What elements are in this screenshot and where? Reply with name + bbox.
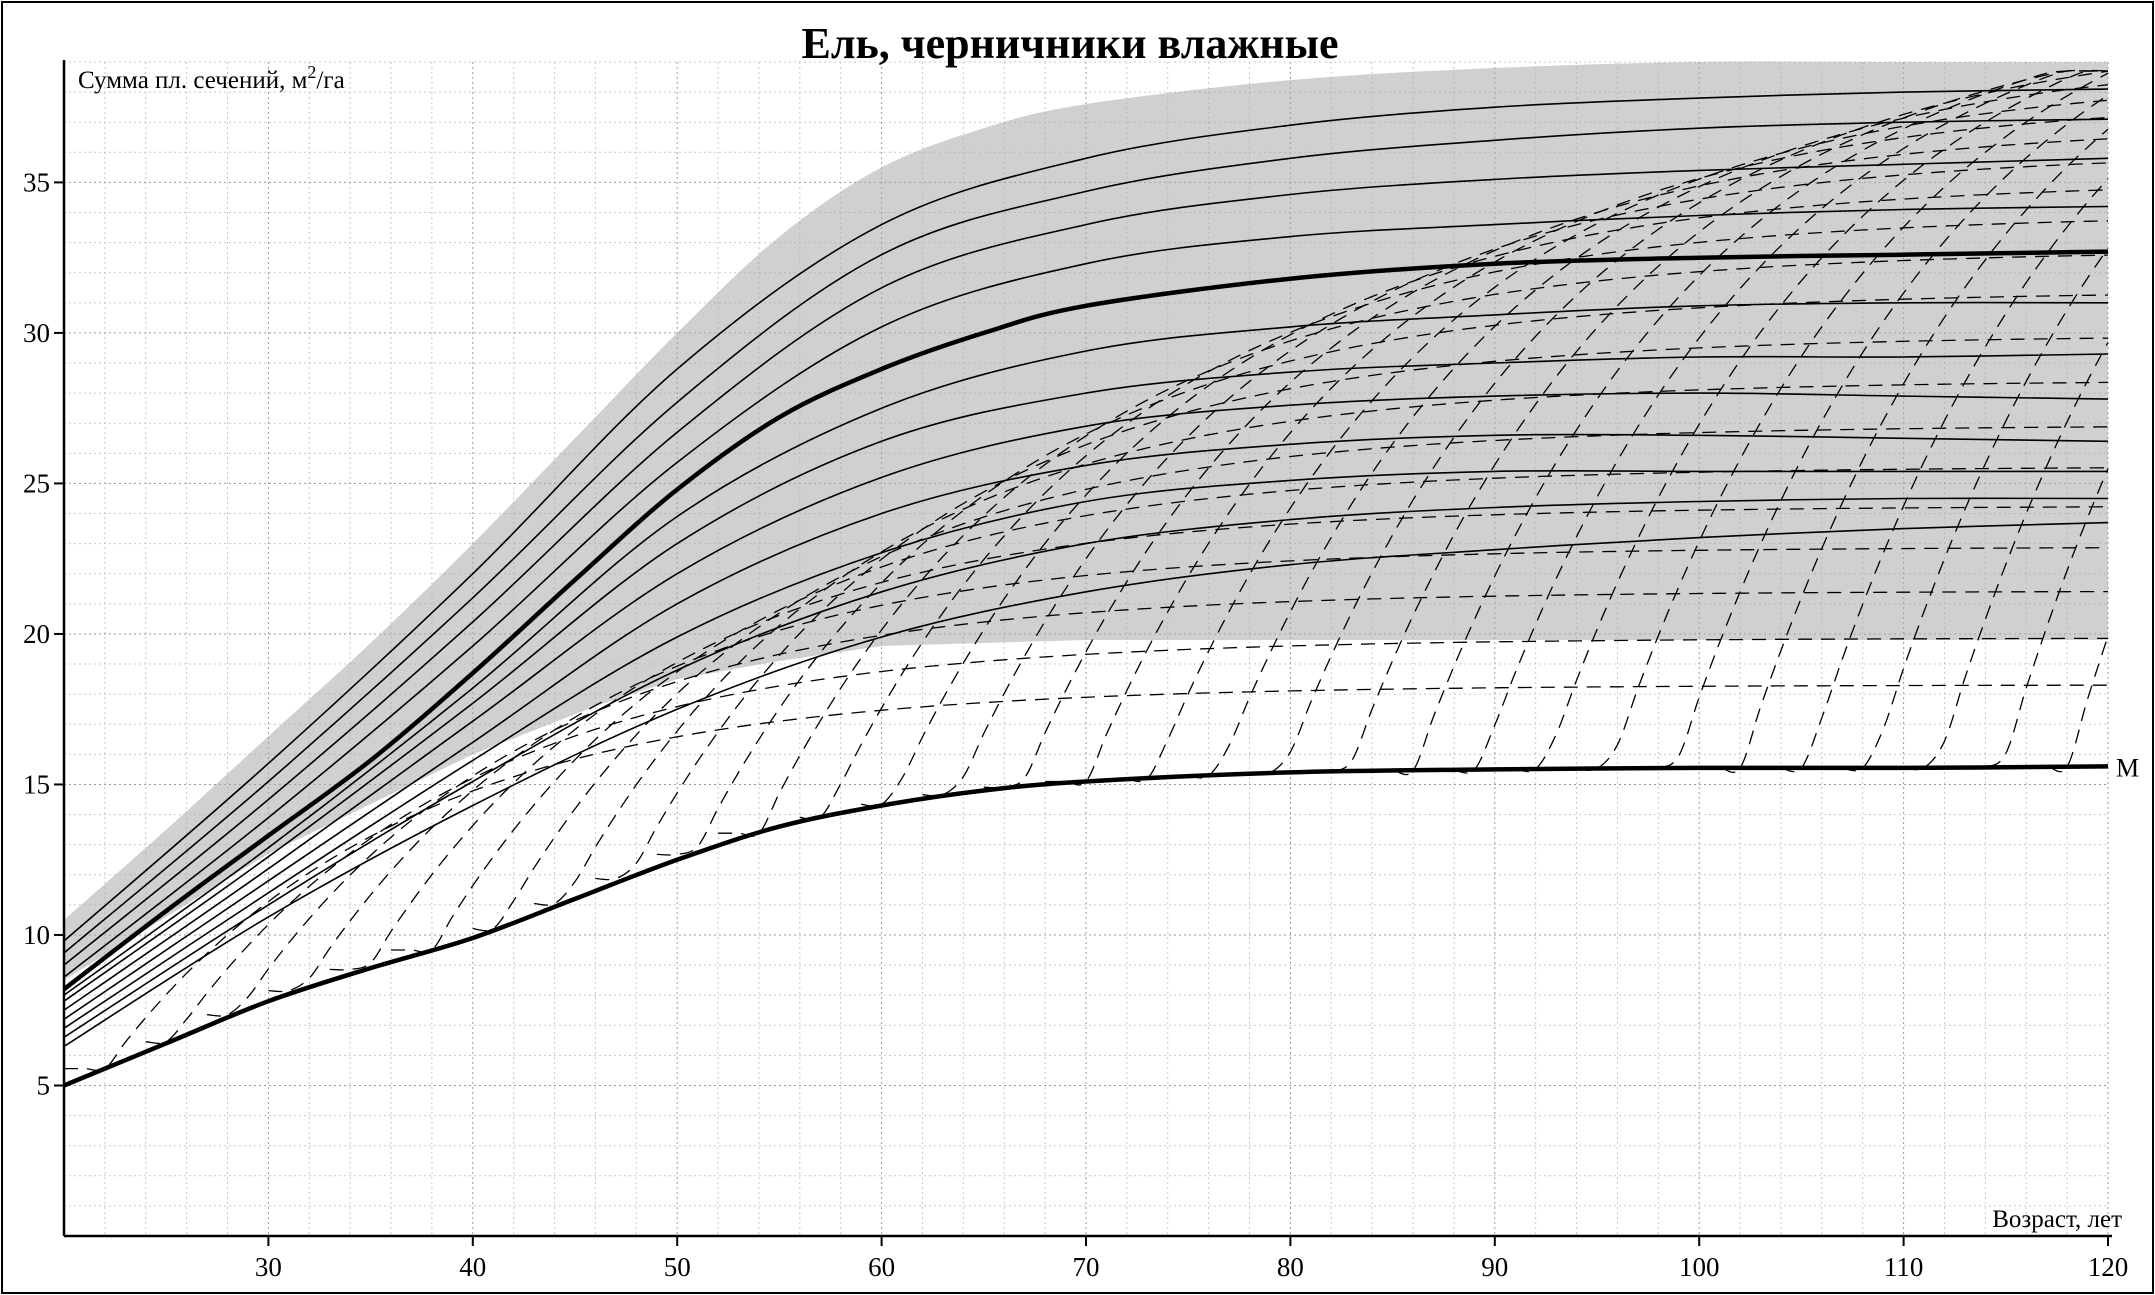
y-tick-label: 30 bbox=[23, 318, 50, 348]
dashed-curve bbox=[390, 467, 2109, 954]
dashed-curve bbox=[63, 684, 2108, 1072]
x-tick-label: 80 bbox=[1277, 1252, 1304, 1282]
y-tick-label: 5 bbox=[37, 1070, 51, 1100]
x-tick-label: 120 bbox=[2088, 1252, 2129, 1282]
y-axis-title-superscript: 2 bbox=[307, 62, 316, 82]
dashed-curve bbox=[861, 189, 2109, 807]
series-line bbox=[63, 301, 2109, 996]
x-tick-label: 60 bbox=[868, 1252, 895, 1282]
dashed-curve bbox=[983, 138, 2109, 789]
dashed-curve bbox=[799, 220, 2109, 821]
y-tick-label: 20 bbox=[23, 619, 50, 649]
dashed-curve bbox=[329, 506, 2109, 971]
x-tick-label: 40 bbox=[459, 1252, 486, 1282]
y-tick-label: 10 bbox=[23, 920, 50, 950]
series-line bbox=[63, 88, 2109, 942]
dashed-curve bbox=[1637, 94, 2109, 770]
series-line bbox=[63, 469, 2108, 1029]
series-line-m bbox=[63, 764, 2109, 1088]
y-tick-label: 15 bbox=[23, 769, 50, 799]
series-line bbox=[63, 497, 2109, 1038]
y-tick-label: 35 bbox=[23, 167, 50, 197]
x-tick-label: 100 bbox=[1679, 1252, 1720, 1282]
shaded-band bbox=[64, 61, 2108, 981]
y-tick-label: 25 bbox=[23, 468, 50, 498]
series-line bbox=[63, 353, 2109, 1002]
series-line bbox=[63, 392, 2109, 1011]
series-line bbox=[63, 157, 2109, 966]
dashed-curve bbox=[472, 426, 2109, 932]
series-line bbox=[63, 521, 2109, 1048]
dashed-curve bbox=[1310, 70, 2108, 774]
dashed-curve bbox=[656, 294, 2109, 856]
shaded-band-area bbox=[64, 61, 2108, 981]
x-tick-label: 110 bbox=[1884, 1252, 1924, 1282]
series-curves bbox=[62, 88, 2109, 1088]
dashed-curve bbox=[1842, 247, 2109, 772]
series-m-label: M bbox=[2116, 753, 2139, 782]
dashed-curve bbox=[207, 590, 2108, 1017]
dashed-curve bbox=[922, 162, 2109, 797]
series-line bbox=[63, 433, 2109, 1020]
dashed-curve bbox=[595, 337, 2109, 881]
dashed-curve bbox=[1576, 72, 2109, 771]
series-line bbox=[63, 118, 2109, 954]
series-line-bold bbox=[62, 249, 2109, 991]
chart-title: Ель, черничники влажные bbox=[801, 19, 1338, 68]
dashed-curve bbox=[1903, 342, 2109, 771]
x-axis-title: Возраст, лет bbox=[1992, 1206, 2122, 1233]
dashed-curve bbox=[534, 381, 2109, 906]
x-tick-label: 90 bbox=[1481, 1252, 1508, 1282]
y-axis-title-main: Сумма пл. сечений, м bbox=[78, 67, 308, 94]
axes bbox=[62, 60, 2112, 1238]
dashed-curve bbox=[718, 254, 2109, 837]
x-tick-label: 70 bbox=[1073, 1252, 1100, 1282]
dashed-curve bbox=[1453, 69, 2108, 774]
dashed-curve bbox=[1188, 84, 2109, 779]
x-tick-label: 50 bbox=[664, 1252, 691, 1282]
y-axis-title-tail: /га bbox=[316, 67, 344, 94]
dashed-curve bbox=[2026, 635, 2109, 773]
y-axis-title: Сумма пл. сечений, м2/га bbox=[78, 62, 345, 94]
dashed-curve bbox=[1126, 99, 2109, 783]
tick-labels: 30 40 50 60 70 80 90 100 110 120 5 10 15 20 25 30 35 bbox=[23, 167, 2128, 1282]
dashed-curve bbox=[145, 637, 2108, 1044]
series-line bbox=[63, 205, 2109, 978]
dashed-curve bbox=[1372, 70, 2108, 776]
dashed-curve bbox=[268, 547, 2109, 993]
x-tick-label: 30 bbox=[255, 1252, 282, 1282]
dashed-curve bbox=[1699, 128, 2109, 773]
dashed-curve bbox=[1780, 178, 2109, 773]
dashed-curves bbox=[63, 69, 2109, 1072]
